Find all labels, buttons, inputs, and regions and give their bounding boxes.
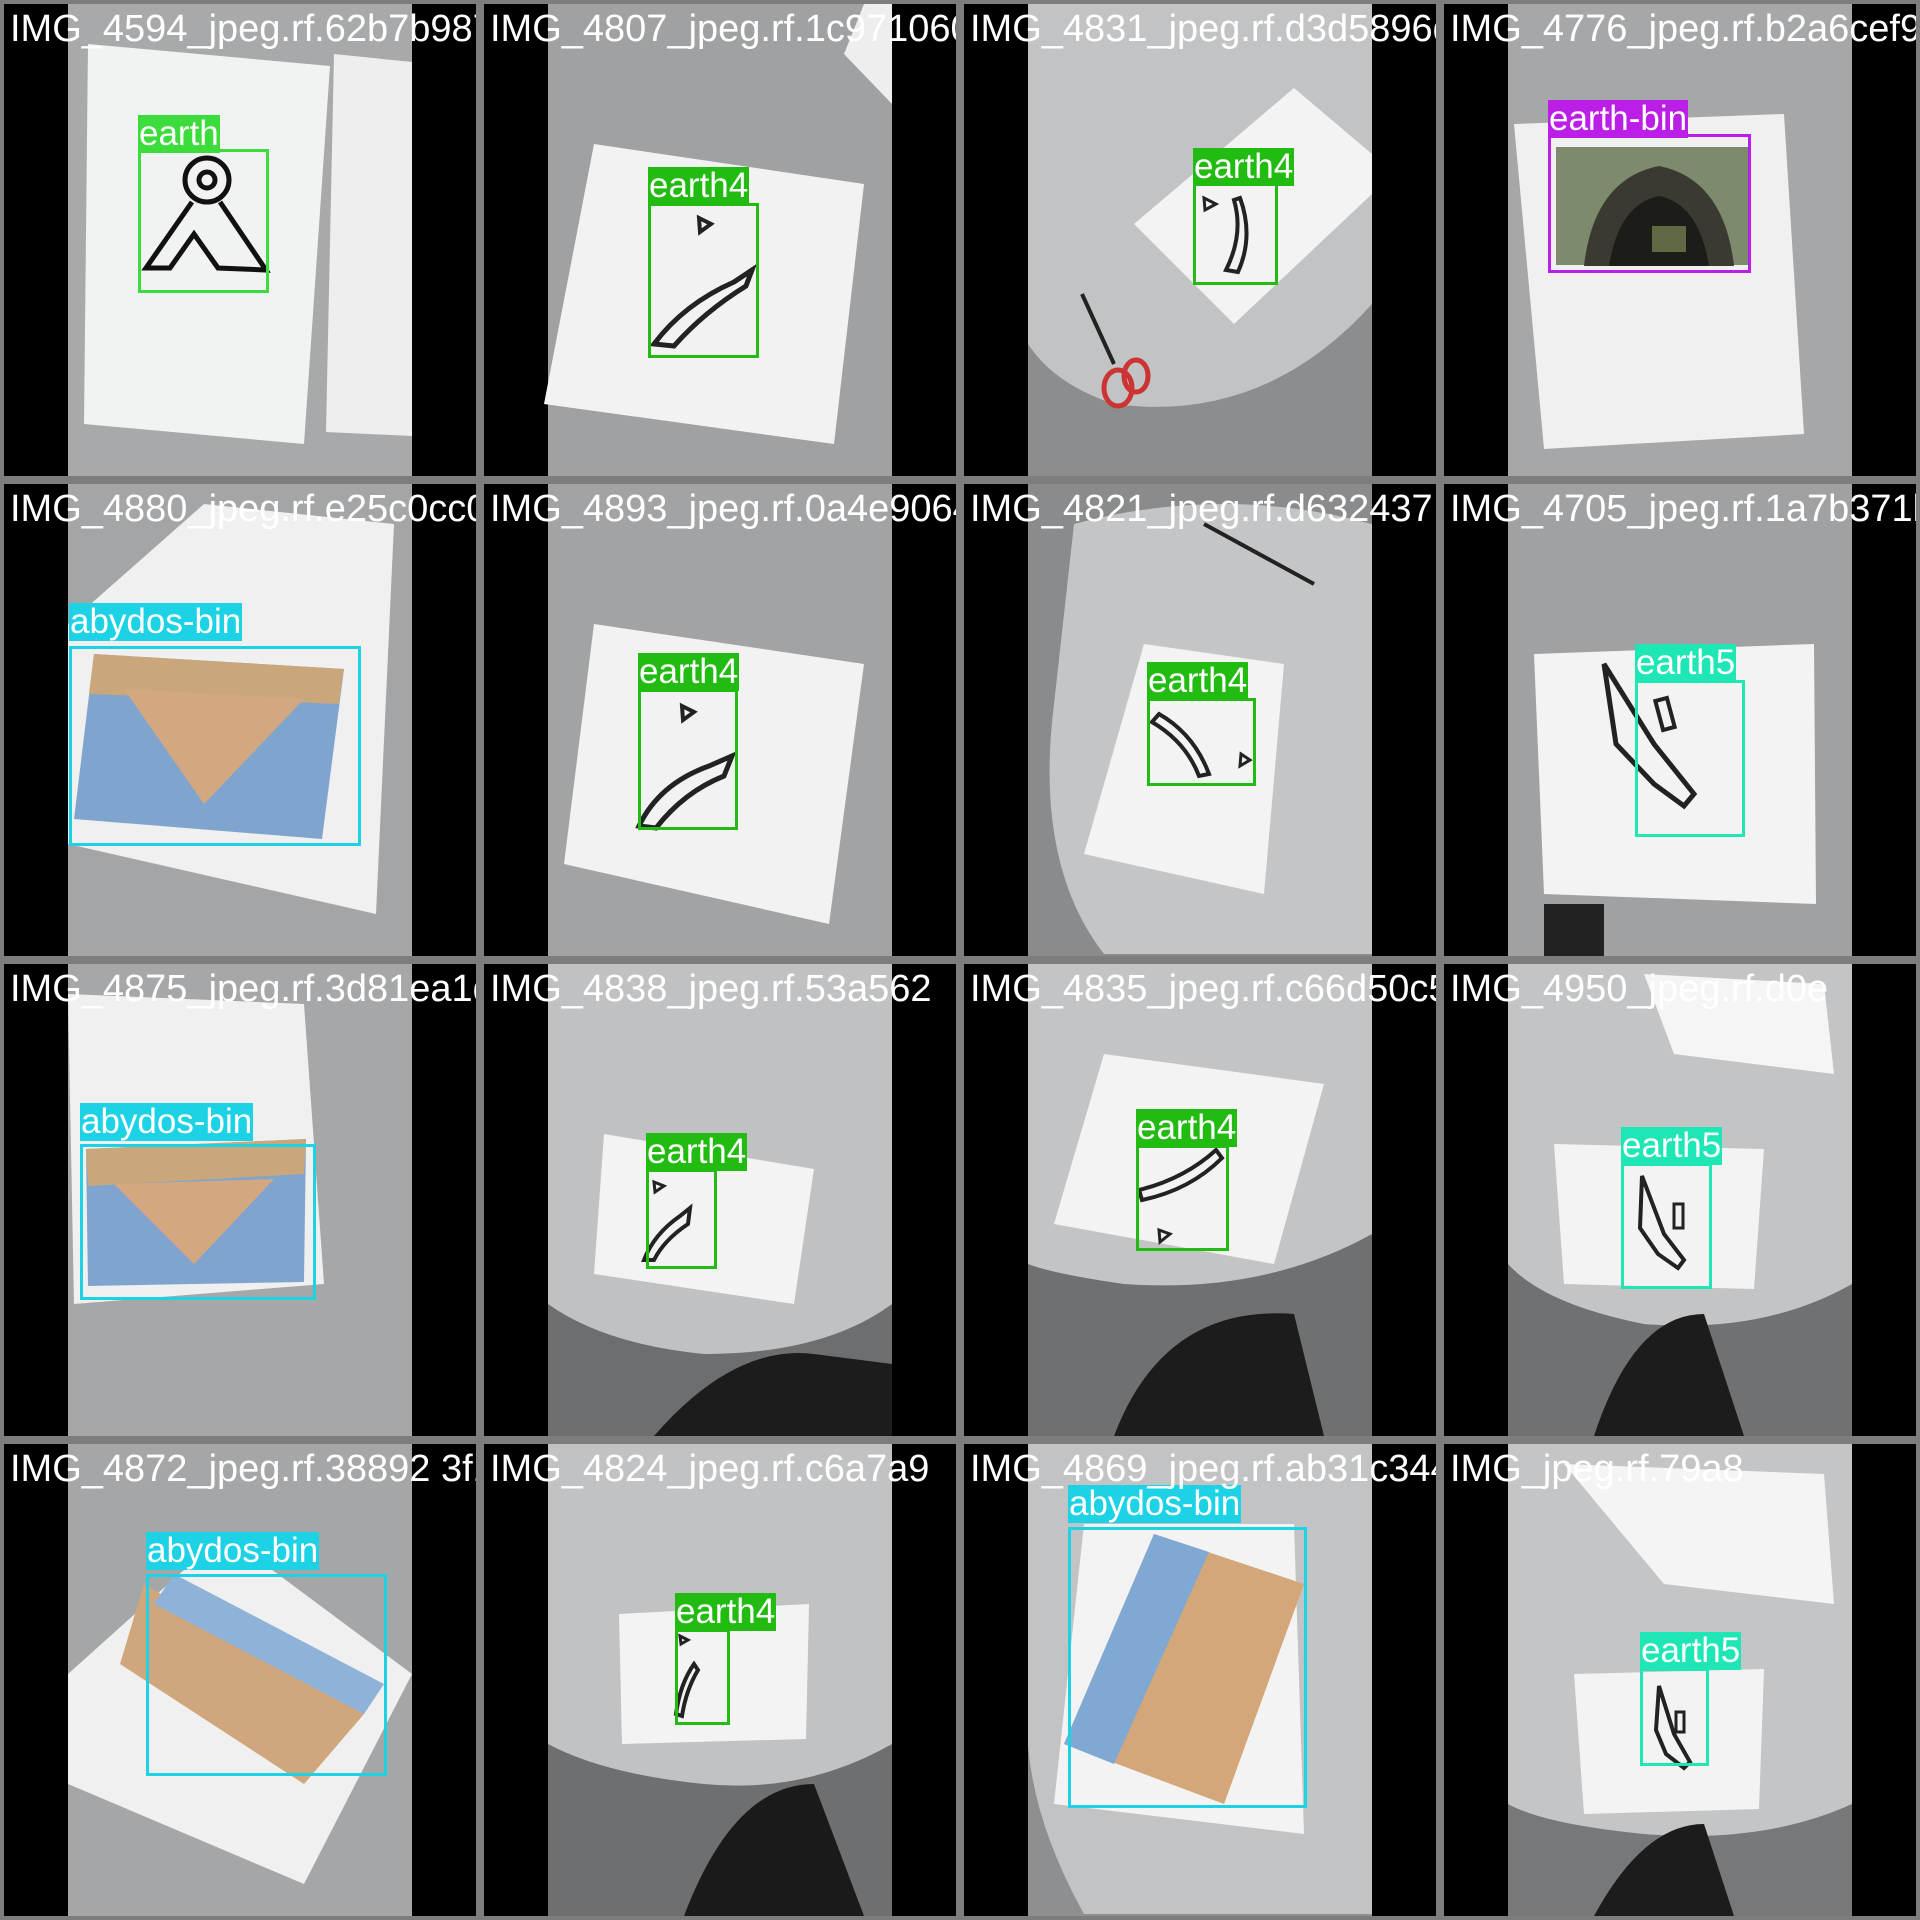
image-filename: IMG_4831_jpeg.rf.d3d5896d xyxy=(970,8,1436,50)
photo xyxy=(964,1444,1436,1916)
bbox xyxy=(1136,1145,1229,1251)
image-filename: IMG_4950_jpeg.rf.d0e xyxy=(1450,968,1829,1010)
photo xyxy=(964,4,1436,476)
detection-label: earth-bin xyxy=(1548,99,1689,138)
photo xyxy=(4,1444,476,1916)
image-filename: IMG_4875_jpeg.rf.3d81ea1d xyxy=(10,968,476,1010)
bbox xyxy=(146,1574,387,1776)
image-filename: IMG_4594_jpeg.rf.62b7b98790d23d xyxy=(10,8,476,50)
mosaic-tile-13: abydos-bin IMG_4872_jpeg.rf.38892 3f1e xyxy=(4,1444,476,1916)
mosaic-tile-15: abydos-bin IMG_4869_jpeg.rf.ab31c344 xyxy=(964,1444,1436,1916)
image-filename: IMG_4807_jpeg.rf.1c971060aa35 xyxy=(490,8,956,50)
photo xyxy=(964,484,1436,956)
detection-label: earth5 xyxy=(1640,1631,1742,1670)
detection-label: abydos-bin xyxy=(146,1531,320,1570)
image-filename: IMG_jpeg.rf.79a8 xyxy=(1450,1448,1744,1490)
detection-label: abydos-bin xyxy=(69,602,243,641)
mosaic-tile-2: earth4 IMG_4807_jpeg.rf.1c971060aa35 xyxy=(484,4,956,476)
photo xyxy=(1444,964,1916,1436)
detection-label: earth4 xyxy=(1193,147,1295,186)
bbox xyxy=(1147,698,1256,786)
mosaic-tile-11: earth4 IMG_4835_jpeg.rf.c66d50c5 xyxy=(964,964,1436,1436)
bbox xyxy=(69,646,361,846)
image-filename: IMG_4872_jpeg.rf.38892 3f1e xyxy=(10,1448,476,1490)
photo xyxy=(1444,1444,1916,1916)
bbox xyxy=(638,689,738,830)
detection-label: earth5 xyxy=(1621,1126,1723,1165)
mosaic-tile-6: earth4 IMG_4893_jpeg.rf.0a4e9064 xyxy=(484,484,956,956)
mosaic-tile-5: abydos-bin IMG_4880_jpeg.rf.e25c0cc09d6 xyxy=(4,484,476,956)
bbox xyxy=(1548,134,1751,273)
detection-label: earth4 xyxy=(1147,661,1249,700)
photo xyxy=(484,4,956,476)
bbox xyxy=(648,203,759,358)
mosaic-tile-14: earth4 IMG_4824_jpeg.rf.c6a7a9 xyxy=(484,1444,956,1916)
image-filename: IMG_4705_jpeg.rf.1a7b371b xyxy=(1450,488,1916,530)
photo xyxy=(4,484,476,956)
detection-label: earth4 xyxy=(648,166,750,205)
photo xyxy=(964,964,1436,1436)
bbox xyxy=(646,1169,717,1269)
detection-label: earth4 xyxy=(646,1132,748,1171)
image-filename: IMG_4835_jpeg.rf.c66d50c5 xyxy=(970,968,1436,1010)
mosaic-tile-16: earth5 IMG_jpeg.rf.79a8 xyxy=(1444,1444,1916,1916)
detection-label: earth4 xyxy=(1136,1108,1238,1147)
bbox xyxy=(1621,1163,1712,1289)
image-filename: IMG_4893_jpeg.rf.0a4e9064 xyxy=(490,488,956,530)
image-filename: IMG_4838_jpeg.rf.53a562 xyxy=(490,968,932,1010)
mosaic-tile-3: earth4 IMG_4831_jpeg.rf.d3d5896d xyxy=(964,4,1436,476)
bbox xyxy=(1635,680,1745,837)
mosaic-tile-1: earth IMG_4594_jpeg.rf.62b7b98790d23d xyxy=(4,4,476,476)
mosaic-tile-12: earth5 IMG_4950_jpeg.rf.d0e xyxy=(1444,964,1916,1436)
detection-label: earth5 xyxy=(1635,643,1737,682)
detection-label: earth4 xyxy=(638,652,740,691)
image-filename: IMG_4869_jpeg.rf.ab31c344 xyxy=(970,1448,1436,1490)
photo xyxy=(1444,484,1916,956)
image-filename: IMG_4824_jpeg.rf.c6a7a9 xyxy=(490,1448,930,1490)
mosaic-tile-8: earth5 IMG_4705_jpeg.rf.1a7b371b xyxy=(1444,484,1916,956)
mosaic-tile-9: abydos-bin IMG_4875_jpeg.rf.3d81ea1d xyxy=(4,964,476,1436)
detection-label: abydos-bin xyxy=(80,1102,254,1141)
mosaic-tile-7: earth4 IMG_4821_jpeg.rf.d632437 xyxy=(964,484,1436,956)
detection-label: abydos-bin xyxy=(1068,1484,1242,1523)
detection-label: earth xyxy=(138,114,220,153)
image-filename: IMG_4821_jpeg.rf.d632437 xyxy=(970,488,1433,530)
bbox xyxy=(1193,182,1278,285)
photo xyxy=(4,964,476,1436)
bbox xyxy=(80,1144,316,1300)
photo xyxy=(484,964,956,1436)
mosaic-tile-10: earth4 IMG_4838_jpeg.rf.53a562 xyxy=(484,964,956,1436)
detection-label: earth4 xyxy=(675,1592,777,1631)
mosaic-tile-4: earth-bin IMG_4776_jpeg.rf.b2a6cef9 xyxy=(1444,4,1916,476)
bbox xyxy=(1640,1668,1709,1766)
photo xyxy=(1444,4,1916,476)
bbox xyxy=(1068,1527,1307,1808)
image-filename: IMG_4880_jpeg.rf.e25c0cc09d6 xyxy=(10,488,476,530)
image-filename: IMG_4776_jpeg.rf.b2a6cef9 xyxy=(1450,8,1916,50)
bbox xyxy=(138,149,269,293)
bbox xyxy=(675,1629,730,1725)
